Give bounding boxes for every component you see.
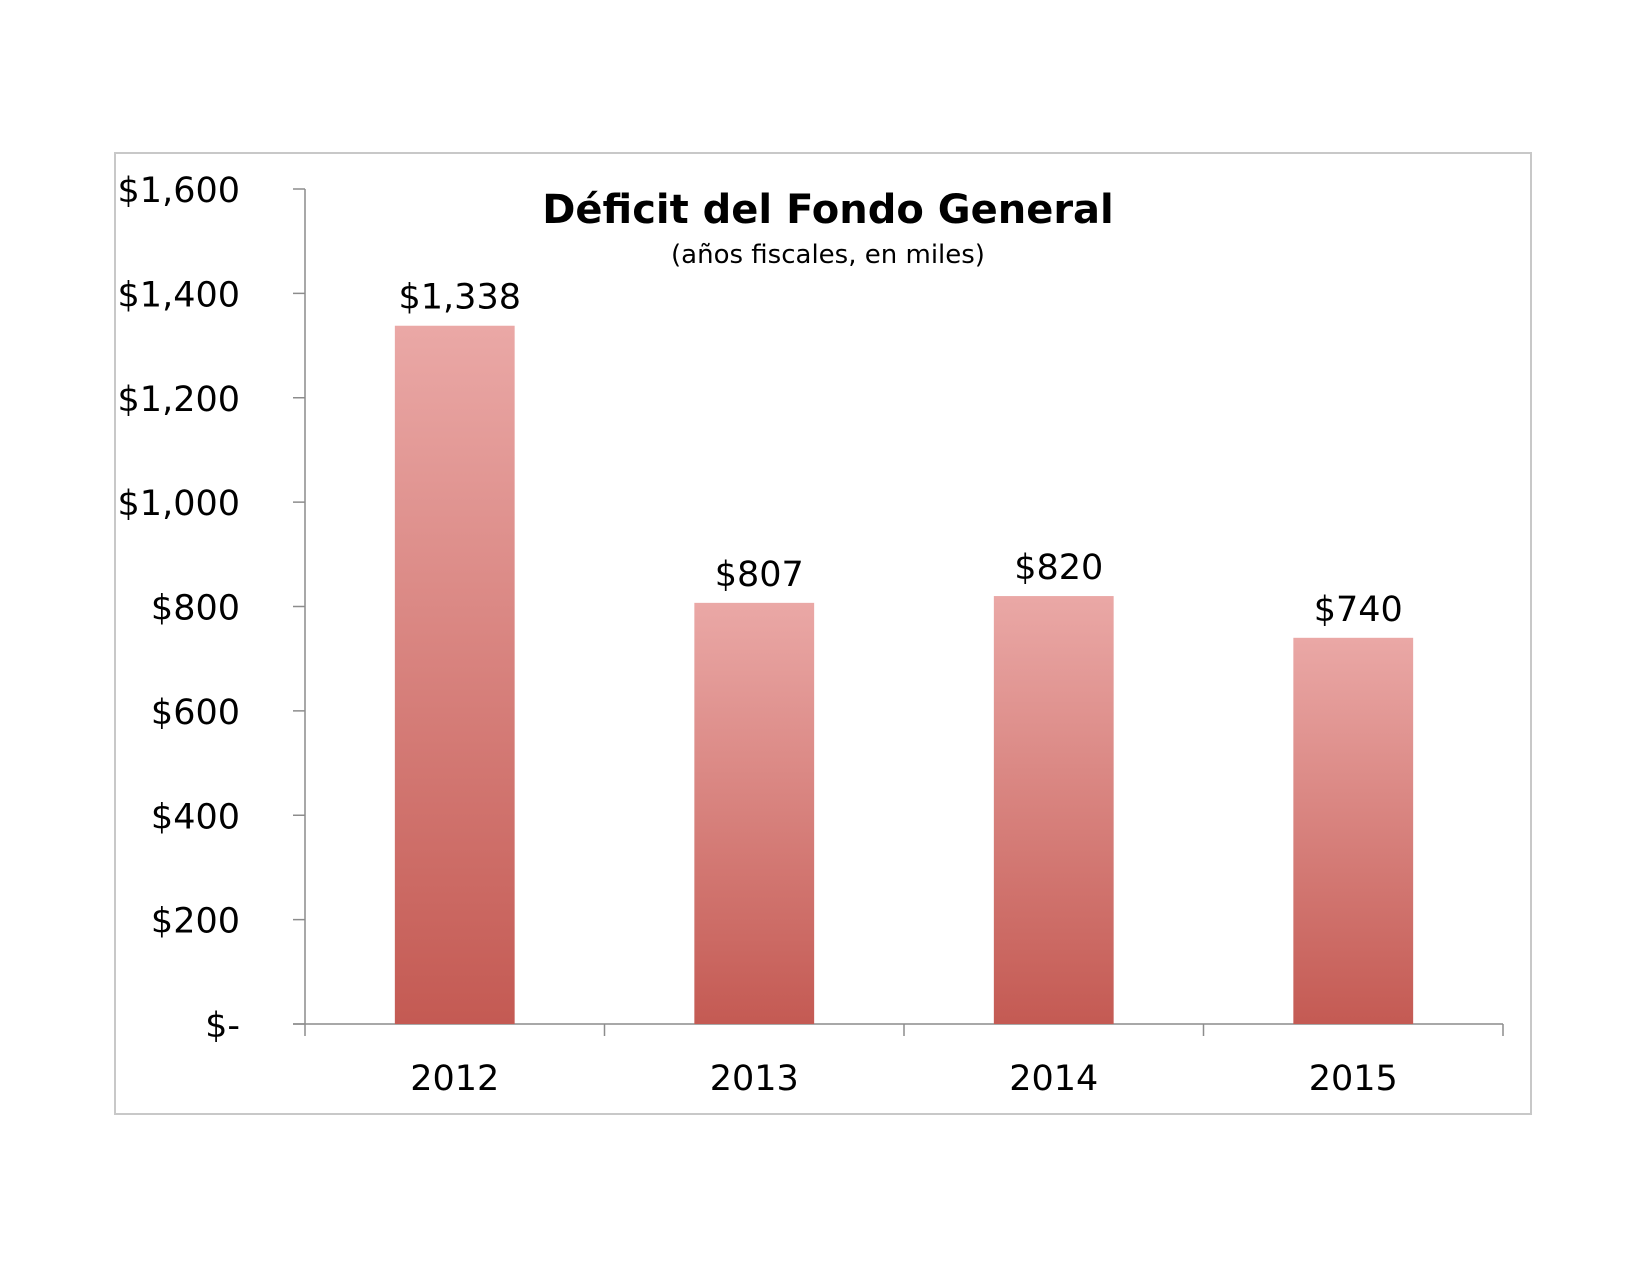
y-tick-label: $1,600 <box>118 171 240 211</box>
data-label-2013: $807 <box>715 555 804 595</box>
y-tick-label: $400 <box>151 797 240 837</box>
bar-2014 <box>993 596 1114 1024</box>
bar-2015 <box>1293 637 1414 1024</box>
chart-title: Déficit del Fondo General <box>542 187 1114 233</box>
y-axis: $- $200 $400 $600 $800 $1,000 $1,200 $1,400 $1,6… <box>118 171 306 1046</box>
data-label-2015: $740 <box>1314 590 1403 630</box>
chart-frame: Déficit del Fondo General (años fiscales… <box>114 152 1532 1115</box>
x-tick-label-2015: 2015 <box>1309 1059 1398 1099</box>
bars <box>394 325 1414 1024</box>
y-tick-label: $- <box>205 1006 240 1046</box>
y-tick-label: $1,200 <box>118 380 240 420</box>
data-labels: $1,338 $807 $820 $740 <box>399 278 1403 630</box>
y-tick-label: $800 <box>151 589 240 629</box>
bar-2012 <box>394 325 515 1024</box>
x-tick-label-2012: 2012 <box>410 1059 499 1099</box>
y-tick-label: $1,400 <box>118 275 240 315</box>
chart-svg: Déficit del Fondo General (años fiscales… <box>118 171 1504 1099</box>
y-tick-label: $200 <box>151 902 240 942</box>
y-tick-label: $1,000 <box>118 484 240 524</box>
x-tick-label-2013: 2013 <box>710 1059 799 1099</box>
data-label-2012: $1,338 <box>399 278 521 318</box>
y-tick-label: $600 <box>151 693 240 733</box>
x-tick-label-2014: 2014 <box>1009 1059 1098 1099</box>
data-label-2014: $820 <box>1014 548 1103 588</box>
x-axis: 2012 2013 2014 2015 <box>293 1023 1504 1099</box>
chart-subtitle: (años fiscales, en miles) <box>671 240 985 270</box>
bar-2013 <box>694 602 815 1024</box>
